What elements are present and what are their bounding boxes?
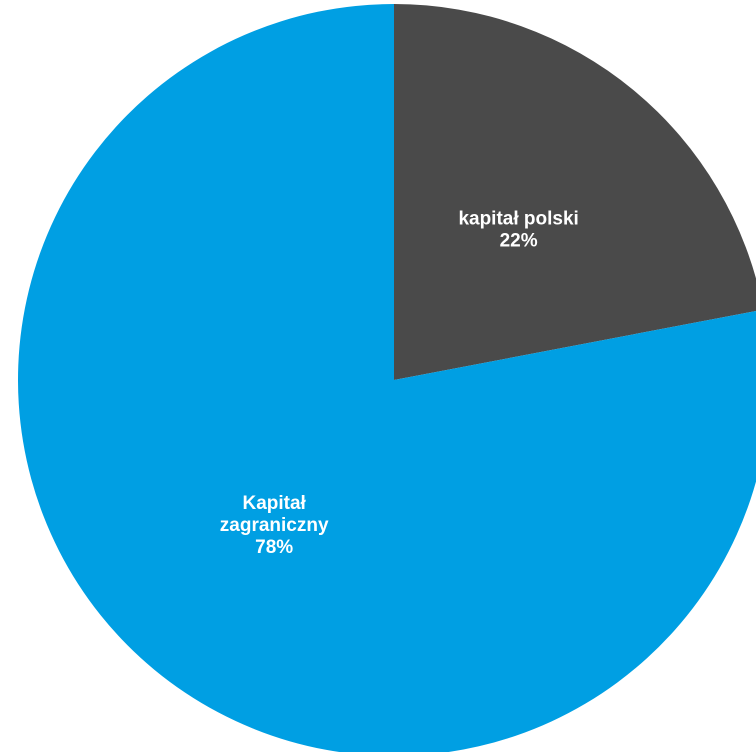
pie-slice-label-line: 22% xyxy=(500,230,538,251)
pie-slice-label-line: zagraniczny xyxy=(220,515,329,536)
pie-labels: kapitał polski 22% Kapitał zagraniczny 78% xyxy=(220,208,579,558)
pie-slice-0 xyxy=(394,4,756,380)
pie-slices xyxy=(18,4,756,752)
pie-slice-label-line: Kapitał xyxy=(242,493,306,514)
pie-slice-label-line: kapitał polski xyxy=(458,208,578,229)
pie-slice-label-line: 78% xyxy=(255,537,293,558)
pie-slice-label-1: Kapitał zagraniczny 78% xyxy=(220,493,329,558)
pie-slice-label-0: kapitał polski 22% xyxy=(458,208,578,251)
pie-slice-1 xyxy=(18,4,756,752)
